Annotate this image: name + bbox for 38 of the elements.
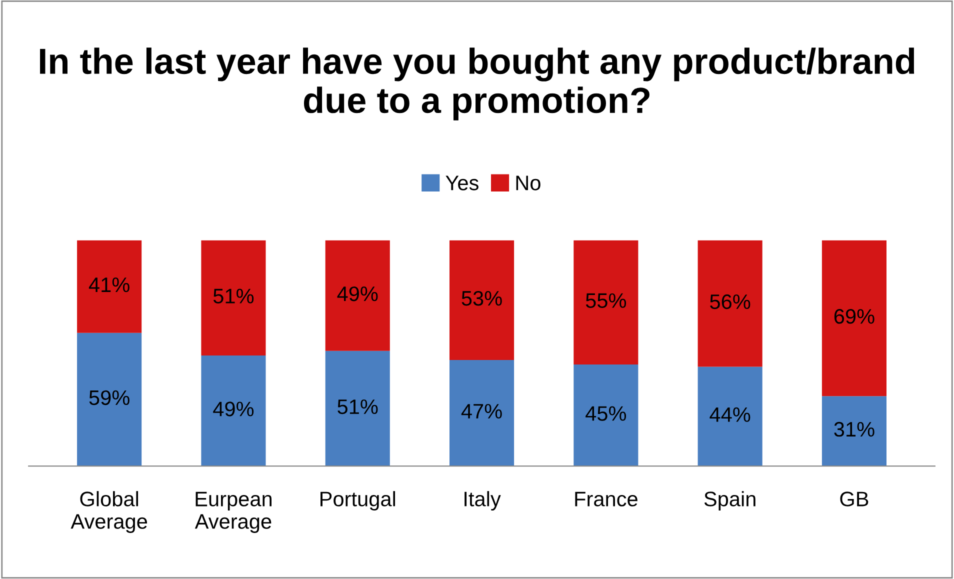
data-label: 31% (834, 422, 874, 437)
data-label: 44% (710, 407, 750, 422)
data-label: 47% (461, 404, 502, 419)
data-label: 45% (586, 406, 626, 421)
bar (574, 240, 638, 364)
bar (77, 332, 142, 466)
bar (77, 240, 142, 333)
x-tick-label: Italy (464, 491, 501, 511)
data-label: 51% (213, 288, 254, 304)
bar (574, 364, 638, 466)
data-label: 69% (834, 309, 874, 324)
x-tick-label: Spain (704, 491, 756, 511)
chart-title: In the last year have you bought any product/brand due to a promotion? (40, 48, 914, 120)
bar (325, 240, 390, 351)
x-tick-label: France (575, 492, 638, 506)
data-label: 59% (89, 390, 130, 406)
data-label: 51% (338, 399, 378, 414)
x-tick-label: GB (840, 492, 868, 506)
bar (698, 366, 762, 466)
data-label: 56% (710, 294, 750, 310)
bar (822, 240, 886, 396)
bar (449, 240, 514, 360)
bar (822, 396, 886, 466)
x-tick-label: Portugal (320, 491, 396, 511)
x-tick-label: Eurpean Average (194, 492, 272, 533)
bar (325, 350, 390, 466)
legend-label: Yes (446, 176, 478, 190)
data-label: 41% (88, 278, 130, 292)
bar (201, 240, 266, 356)
data-label: 49% (213, 402, 254, 416)
data-label: 53% (462, 290, 502, 306)
bar (698, 240, 762, 367)
data-label: 55% (586, 293, 626, 308)
x-tick-label: Global Average (70, 491, 148, 533)
bar (449, 360, 514, 466)
bar (201, 355, 266, 466)
data-label: 49% (337, 286, 378, 302)
legend-label: No (516, 176, 540, 190)
